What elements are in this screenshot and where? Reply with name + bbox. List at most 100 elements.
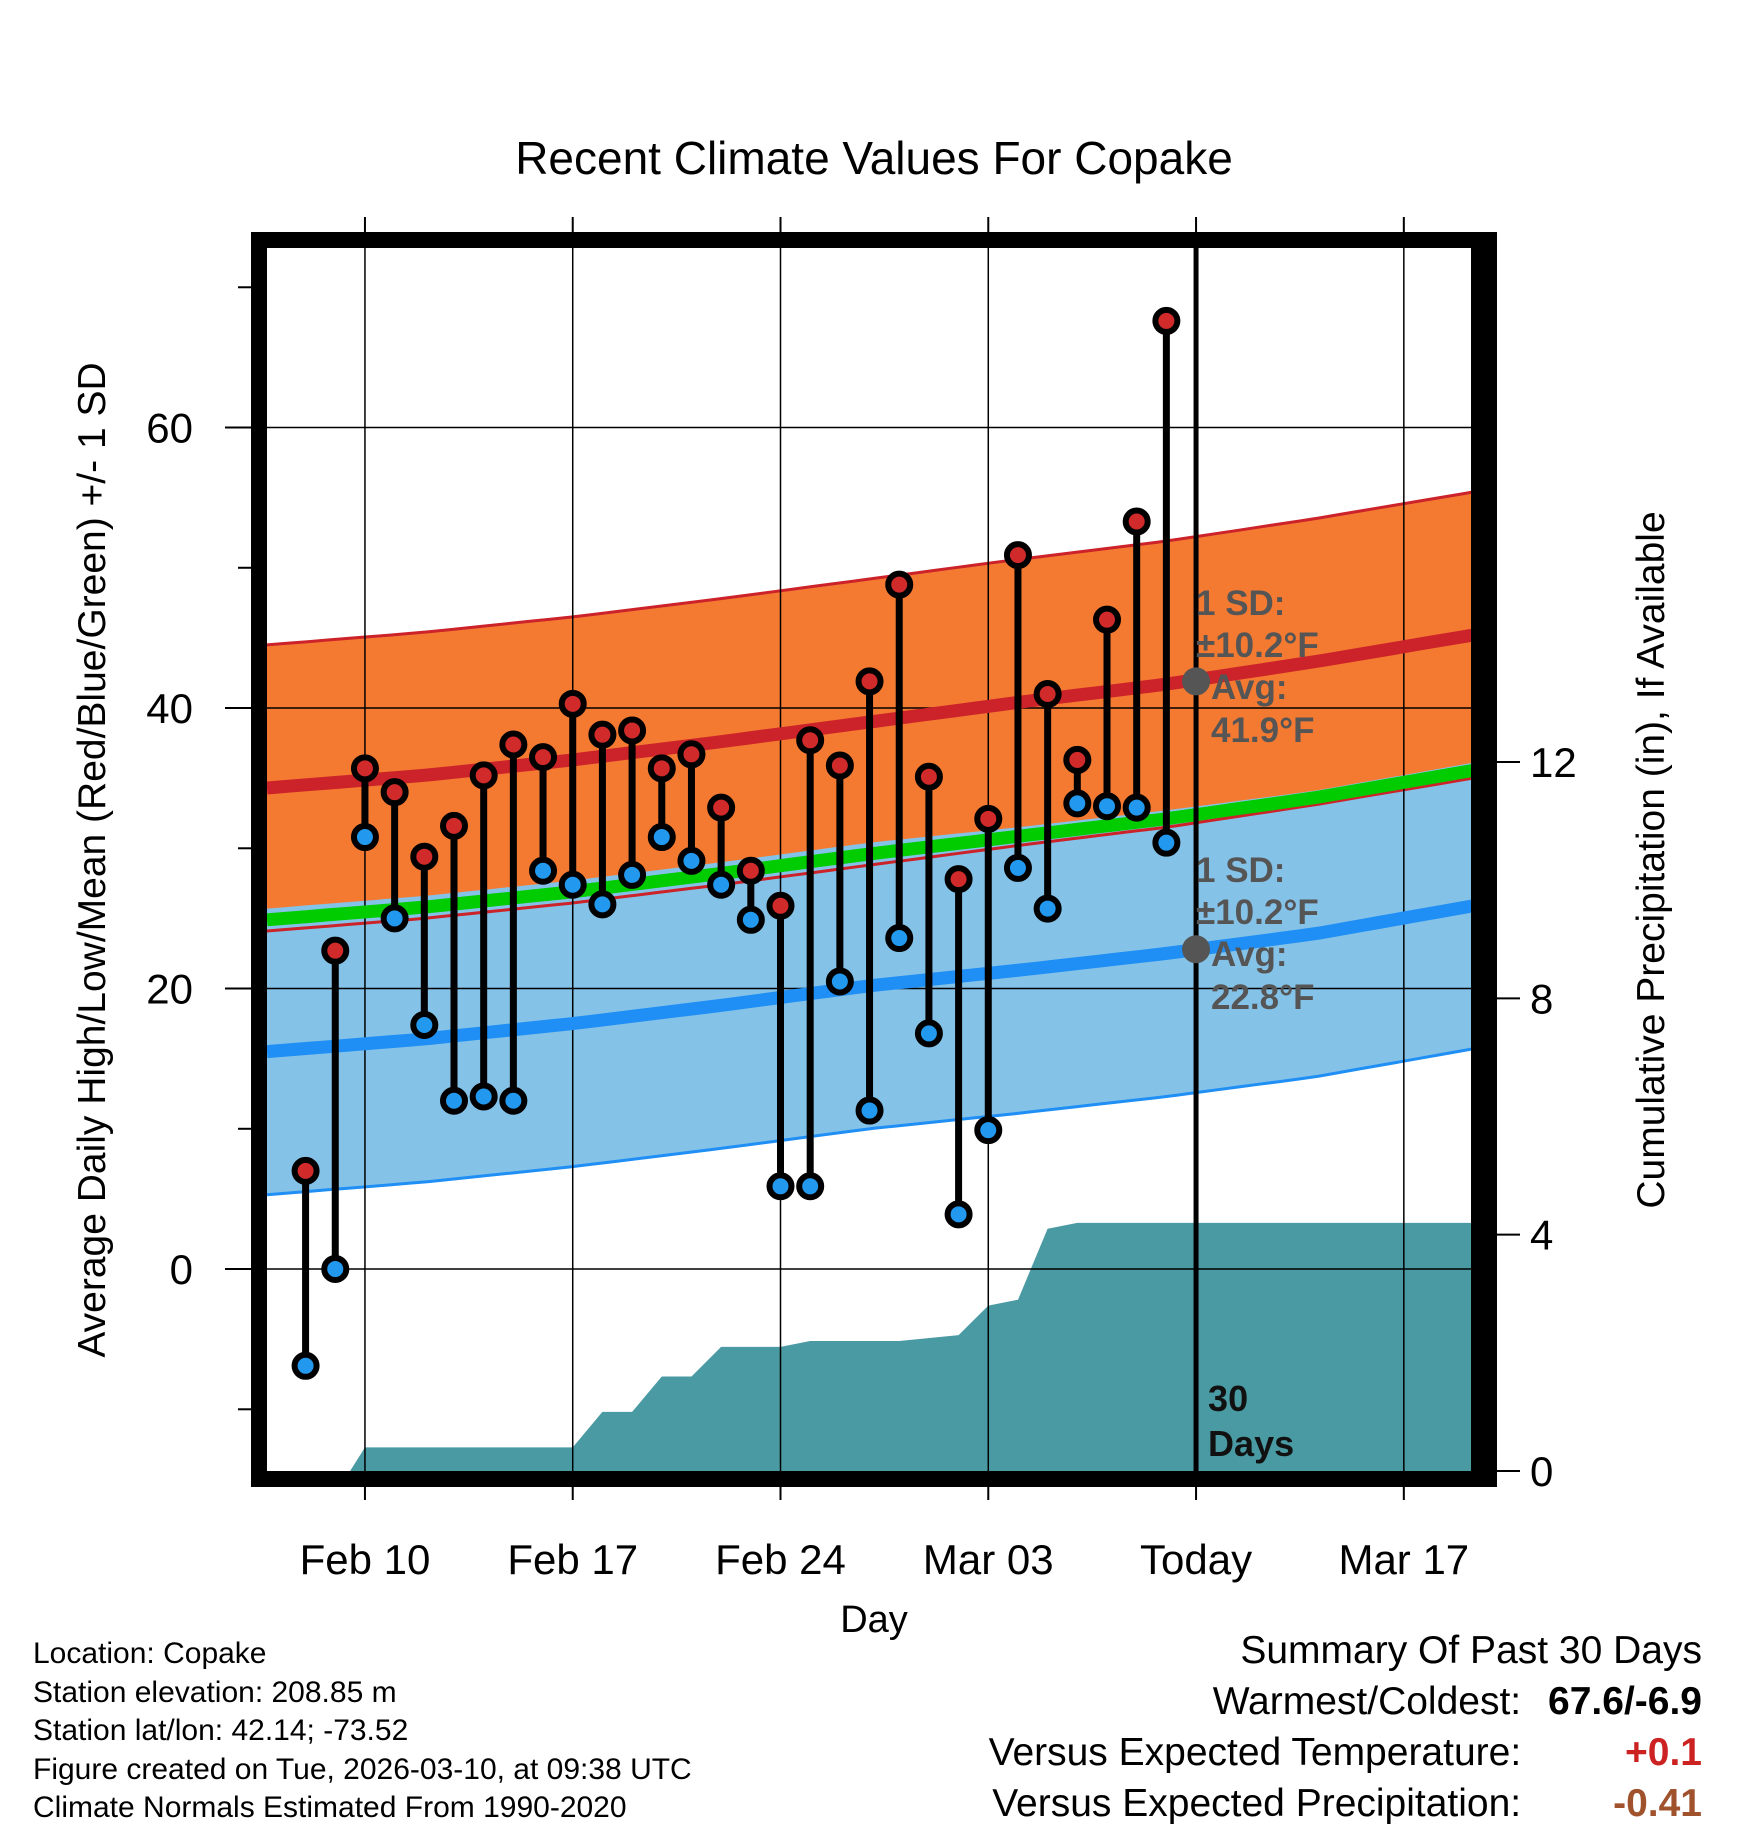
- high-point-3: [380, 778, 409, 807]
- low-point-16: [766, 1172, 795, 1201]
- high-point-21: [914, 762, 943, 791]
- high-point-24: [1003, 541, 1032, 570]
- high-point-9: [558, 689, 587, 718]
- low-avg-marker: [1182, 935, 1211, 964]
- high-point-26: [1063, 745, 1092, 774]
- location-text: Location: Copake: [33, 1637, 267, 1670]
- days-label-line-0: 30: [1208, 1378, 1248, 1419]
- high-point-10: [588, 720, 617, 749]
- high-point-27: [1093, 605, 1122, 634]
- x-tick-label-5: Mar 17: [1338, 1536, 1469, 1583]
- low-point-11: [618, 860, 647, 889]
- low-point-9: [558, 870, 587, 899]
- x-tick-label-1: Feb 17: [507, 1536, 638, 1583]
- low-point-7: [499, 1086, 528, 1115]
- low-point-10: [588, 890, 617, 919]
- low-point-12: [647, 823, 676, 852]
- y2-axis-label: Cumulative Precipitation (in), If Availa…: [1630, 511, 1673, 1208]
- y-tick-label-0: 0: [170, 1246, 193, 1293]
- high-point-1: [321, 936, 350, 965]
- low-point-13: [677, 846, 706, 875]
- y-axis-label: Average Daily High/Low/Mean (Red/Blue/Gr…: [71, 362, 114, 1357]
- summary-temp-row: Versus Expected Temperature: +0.1: [989, 1727, 1702, 1778]
- x-tick-label-3: Mar 03: [923, 1536, 1054, 1583]
- low-point-3: [380, 904, 409, 933]
- low-point-26: [1063, 789, 1092, 818]
- precip-area: [350, 1222, 1482, 1471]
- high-point-16: [766, 891, 795, 920]
- normals-text: Climate Normals Estimated From 1990-2020: [33, 1791, 627, 1824]
- temp-anomaly-value: +0.1: [1625, 1731, 1702, 1774]
- low-point-24: [1003, 853, 1032, 882]
- days-label-line-1: Days: [1208, 1423, 1294, 1464]
- high-point-0: [291, 1156, 320, 1185]
- low-sd-value: ±10.2°F: [1196, 893, 1319, 932]
- high-point-29: [1152, 306, 1181, 335]
- daily-bars: [291, 306, 1181, 1380]
- high-avg-value: 41.9°F: [1211, 711, 1315, 750]
- high-point-23: [974, 804, 1003, 833]
- high-point-5: [439, 811, 468, 840]
- low-point-2: [350, 823, 379, 852]
- high-point-8: [529, 743, 558, 772]
- low-point-28: [1122, 793, 1151, 822]
- high-point-6: [469, 761, 498, 790]
- latlon-text: Station lat/lon: 42.14; -73.52: [33, 1714, 409, 1747]
- x-axis-label: Day: [840, 1599, 908, 1641]
- low-point-6: [469, 1082, 498, 1111]
- low-point-29: [1152, 828, 1181, 857]
- created-text: Figure created on Tue, 2026-03-10, at 09…: [33, 1752, 692, 1786]
- y2-tick-label-12: 12: [1530, 739, 1577, 786]
- plot-frame: [251, 232, 1497, 1487]
- precipitation-area: [350, 1222, 1482, 1471]
- high-point-7: [499, 730, 528, 759]
- normal-lines: [266, 627, 1483, 1059]
- x-tick-label-0: Feb 10: [300, 1536, 431, 1583]
- summary-panel: Summary Of Past 30 Days Warmest/Coldest:…: [989, 1625, 1702, 1829]
- low-point-14: [707, 870, 736, 899]
- low-point-17: [796, 1172, 825, 1201]
- elevation-text: Station elevation: 208.85 m: [33, 1675, 397, 1709]
- high-avg-label: Avg:: [1211, 668, 1287, 707]
- low-point-1: [321, 1255, 350, 1284]
- high-point-19: [855, 667, 884, 696]
- precip-anomaly-value: -0.41: [1613, 1782, 1702, 1825]
- summary-warmest-coldest-row: Warmest/Coldest: 67.6/-6.9: [989, 1676, 1702, 1727]
- high-point-18: [825, 751, 854, 780]
- chart-title: Recent Climate Values For Copake: [515, 132, 1233, 184]
- low-sd-lower-edge: [266, 1045, 1482, 1197]
- high-avg-marker: [1182, 667, 1211, 696]
- high-normal-line: [266, 627, 1483, 795]
- y2-tick-label-0: 0: [1530, 1448, 1553, 1495]
- low-point-15: [736, 905, 765, 934]
- low-point-27: [1093, 792, 1122, 821]
- high-sd-upper-edge: [266, 489, 1482, 647]
- warmest-coldest-value: 67.6/-6.9: [1548, 1680, 1702, 1723]
- low-point-21: [914, 1019, 943, 1048]
- low-point-18: [825, 967, 854, 996]
- high-sd-lower-edge: [266, 775, 1482, 933]
- y-tick-label-40: 40: [146, 685, 193, 732]
- high-point-15: [736, 856, 765, 885]
- high-point-28: [1122, 507, 1151, 536]
- low-avg-label: Avg:: [1211, 935, 1287, 974]
- high-point-2: [350, 754, 379, 783]
- high-point-4: [410, 842, 439, 871]
- high-sd-value: ±10.2°F: [1196, 626, 1319, 665]
- high-point-11: [618, 716, 647, 745]
- low-point-25: [1033, 894, 1062, 923]
- y2-tick-label-8: 8: [1530, 975, 1553, 1022]
- low-point-0: [291, 1351, 320, 1380]
- mean-normal-line: [266, 762, 1483, 927]
- axes: Feb 10 Feb 17 Feb 24 Mar 03 Today Mar 1702040…: [146, 217, 1577, 1583]
- high-point-20: [885, 570, 914, 599]
- high-point-12: [647, 754, 676, 783]
- y2-tick-label-4: 4: [1530, 1212, 1553, 1259]
- x-tick-label-4: Today: [1140, 1536, 1252, 1583]
- high-point-17: [796, 726, 825, 755]
- low-point-4: [410, 1010, 439, 1039]
- low-avg-value: 22.8°F: [1211, 978, 1315, 1017]
- low-sd-band: [267, 761, 1481, 1195]
